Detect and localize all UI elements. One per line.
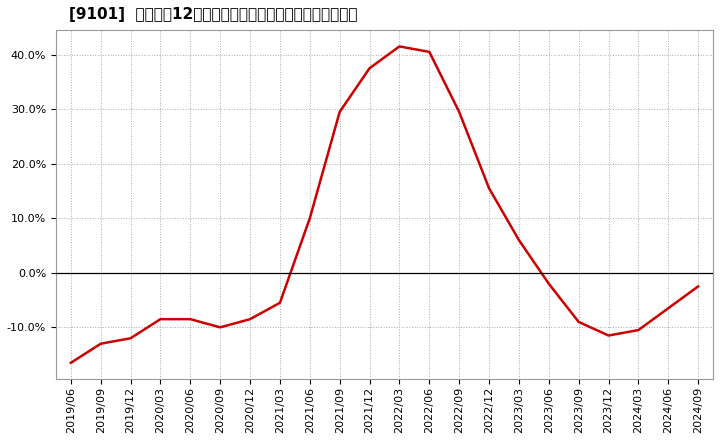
Text: [9101]  売上高の12か月移動合計の対前年同期増減率の推移: [9101] 売上高の12か月移動合計の対前年同期増減率の推移 xyxy=(69,7,358,22)
